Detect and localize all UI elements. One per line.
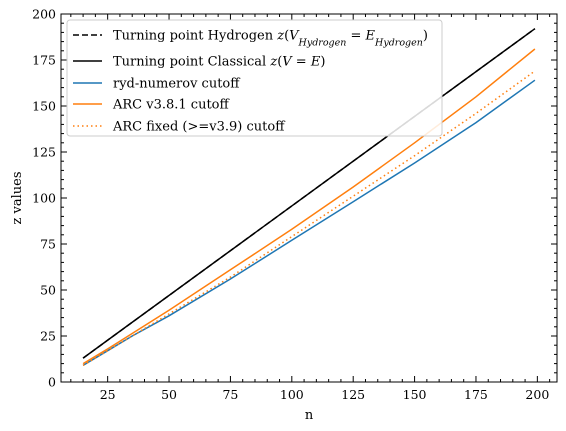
x-tick-label: 175	[464, 387, 488, 402]
y-tick-label: 125	[32, 145, 56, 160]
y-tick-label: 25	[40, 329, 56, 344]
y-tick-label: 100	[32, 191, 56, 206]
x-tick-label: 125	[341, 387, 365, 402]
legend-label-1: Turning point Hydrogen z(VHydrogen = EHy…	[113, 29, 428, 49]
legend-box	[66, 19, 443, 137]
tick-labels: 25 50 75 100 125 150 175 200 0 25 50 75 100 125 150 175…	[32, 7, 549, 403]
y-axis-label: z values	[10, 172, 25, 225]
legend-label-4: ARC v3.8.1 cutoff	[112, 98, 231, 113]
y-tick-label: 150	[32, 99, 56, 114]
ticks-layer	[61, 13, 557, 383]
x-tick-label: 25	[100, 387, 116, 402]
series-line-4	[82, 48, 536, 365]
x-tick-label: 100	[280, 387, 304, 402]
legend-label-5: ARC fixed (>=v3.9) cutoff	[112, 120, 286, 135]
series-layer	[82, 28, 536, 367]
legend-label-2: Turning point Classical z(V = E)	[113, 55, 325, 70]
x-tick-label: 75	[222, 387, 238, 402]
x-tick-label: 150	[403, 387, 427, 402]
y-tick-label: 175	[32, 53, 56, 68]
y-tick-label: 200	[32, 7, 56, 22]
series-line-3	[82, 79, 536, 367]
x-tick-label: 50	[161, 387, 177, 402]
series-line-2	[82, 28, 536, 359]
legend: Turning point Hydrogen z(VHydrogen = EHy…	[66, 19, 443, 137]
y-tick-label: 0	[48, 375, 56, 390]
legend-label-3: ryd-numerov cutoff	[113, 77, 241, 92]
x-tick-label: 200	[525, 387, 549, 402]
x-axis-label: n	[305, 408, 314, 423]
y-tick-label: 50	[40, 283, 56, 298]
y-tick-label: 75	[40, 237, 56, 252]
